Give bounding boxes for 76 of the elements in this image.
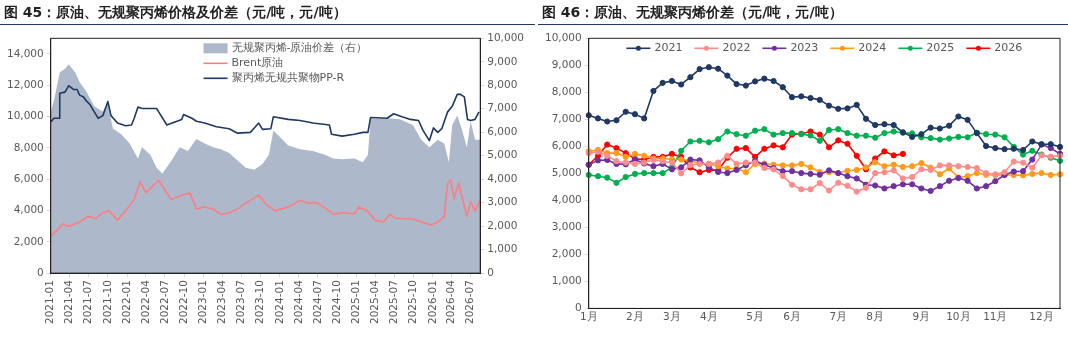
y-tick-label: 0 — [575, 301, 582, 314]
y2-tick-label: 5,000 — [487, 148, 518, 161]
chart-title: 图 46：原油、无规聚丙烯价差（元/吨，元/吨） — [538, 0, 1068, 25]
x-tick-label: 2021-10 — [100, 280, 113, 324]
y-tick-label: 8,000 — [551, 85, 582, 98]
legend-label: 2024 — [858, 41, 887, 55]
x-tick-label: 2月 — [626, 310, 644, 323]
legend-label: 聚丙烯无规共聚物PP-R — [231, 71, 345, 85]
y-tick-label: 6,000 — [551, 139, 582, 152]
y2-tick-label: 4,000 — [487, 171, 518, 184]
y2-tick-label: 7,000 — [487, 101, 518, 114]
y-tick-label: 2,000 — [13, 234, 44, 247]
y-tick-label: 0 — [37, 265, 44, 278]
x-tick-label: 7月 — [829, 310, 848, 323]
x-tick-label: 2021-07 — [81, 280, 94, 324]
x-tick-label: 4月 — [700, 310, 718, 323]
legend-label: 2026 — [994, 41, 1023, 55]
x-tick-label: 3月 — [663, 310, 681, 323]
x-tick-label: 11月 — [983, 310, 1008, 323]
y-tick-label: 4,000 — [551, 193, 582, 206]
y-tick-label: 3,000 — [551, 220, 582, 233]
y-tick-label: 14,000 — [6, 46, 44, 59]
x-tick-label: 2024-04 — [291, 279, 304, 324]
y-tick-label: 9,000 — [551, 58, 582, 71]
x-tick-label: 2026-04 — [444, 279, 457, 324]
y-tick-label: 10,000 — [544, 31, 582, 44]
x-tick-label: 2026-07 — [463, 280, 476, 324]
x-tick-label: 2022-07 — [157, 280, 170, 324]
x-tick-label: 2022-01 — [119, 280, 132, 324]
y2-tick-label: 2,000 — [487, 218, 518, 231]
y-tick-label: 10,000 — [6, 109, 44, 122]
y-tick-label: 2,000 — [551, 247, 582, 260]
x-tick-label: 2023-10 — [253, 280, 266, 324]
x-tick-label: 2022-10 — [176, 280, 189, 324]
x-tick-label: 2025-10 — [406, 280, 419, 324]
x-tick-label: 2025-07 — [387, 280, 400, 324]
x-tick-label: 2023-01 — [196, 280, 209, 324]
y-tick-label: 12,000 — [6, 78, 44, 90]
x-tick-label: 2021-01 — [43, 280, 56, 324]
legend-label: 2023 — [790, 41, 819, 55]
x-tick-label: 2021-04 — [62, 279, 75, 324]
legend-label: 2022 — [722, 41, 751, 55]
x-tick-label: 2023-07 — [234, 280, 247, 324]
x-tick-label: 2024-01 — [272, 280, 285, 324]
y2-tick-label: 9,000 — [487, 54, 518, 67]
x-tick-label: 2022-04 — [138, 279, 151, 324]
y-tick-label: 7,000 — [551, 112, 582, 125]
y2-tick-label: 3,000 — [487, 195, 518, 208]
x-tick-label: 2025-01 — [349, 280, 362, 324]
x-tick-label: 9月 — [912, 310, 931, 323]
x-tick-label: 2026-01 — [425, 280, 438, 324]
legend-label: 无规聚丙烯-原油价差（右） — [231, 41, 368, 55]
x-tick-label: 10月 — [946, 310, 971, 323]
x-tick-label: 2024-07 — [310, 280, 323, 324]
y2-tick-label: 10,000 — [487, 31, 525, 44]
chart-title: 图 45：原油、无规聚丙烯价格及价差（元/吨，元/吨） — [0, 0, 535, 25]
x-tick-label: 6月 — [783, 310, 801, 323]
y2-tick-label: 6,000 — [487, 124, 518, 137]
x-tick-label: 1月 — [579, 310, 598, 323]
y-tick-label: 4,000 — [13, 203, 44, 216]
y2-tick-label: 1,000 — [487, 242, 518, 255]
y-tick-label: 1,000 — [551, 274, 582, 287]
x-tick-label: 2023-04 — [215, 279, 228, 324]
legend-label: 2021 — [654, 41, 683, 55]
legend-label: Brent原油 — [231, 56, 284, 70]
y-tick-label: 5,000 — [551, 166, 582, 179]
y2-tick-label: 8,000 — [487, 78, 518, 90]
x-tick-label: 12月 — [1029, 310, 1054, 323]
x-tick-label: 2024-10 — [329, 280, 342, 324]
x-tick-label: 2025-04 — [367, 279, 380, 324]
y-tick-label: 8,000 — [13, 140, 44, 153]
y-tick-label: 6,000 — [13, 171, 44, 184]
legend-label: 2025 — [926, 41, 955, 55]
x-tick-label: 8月 — [866, 310, 885, 323]
x-tick-label: 5月 — [746, 310, 764, 323]
y2-tick-label: 0 — [487, 265, 494, 278]
